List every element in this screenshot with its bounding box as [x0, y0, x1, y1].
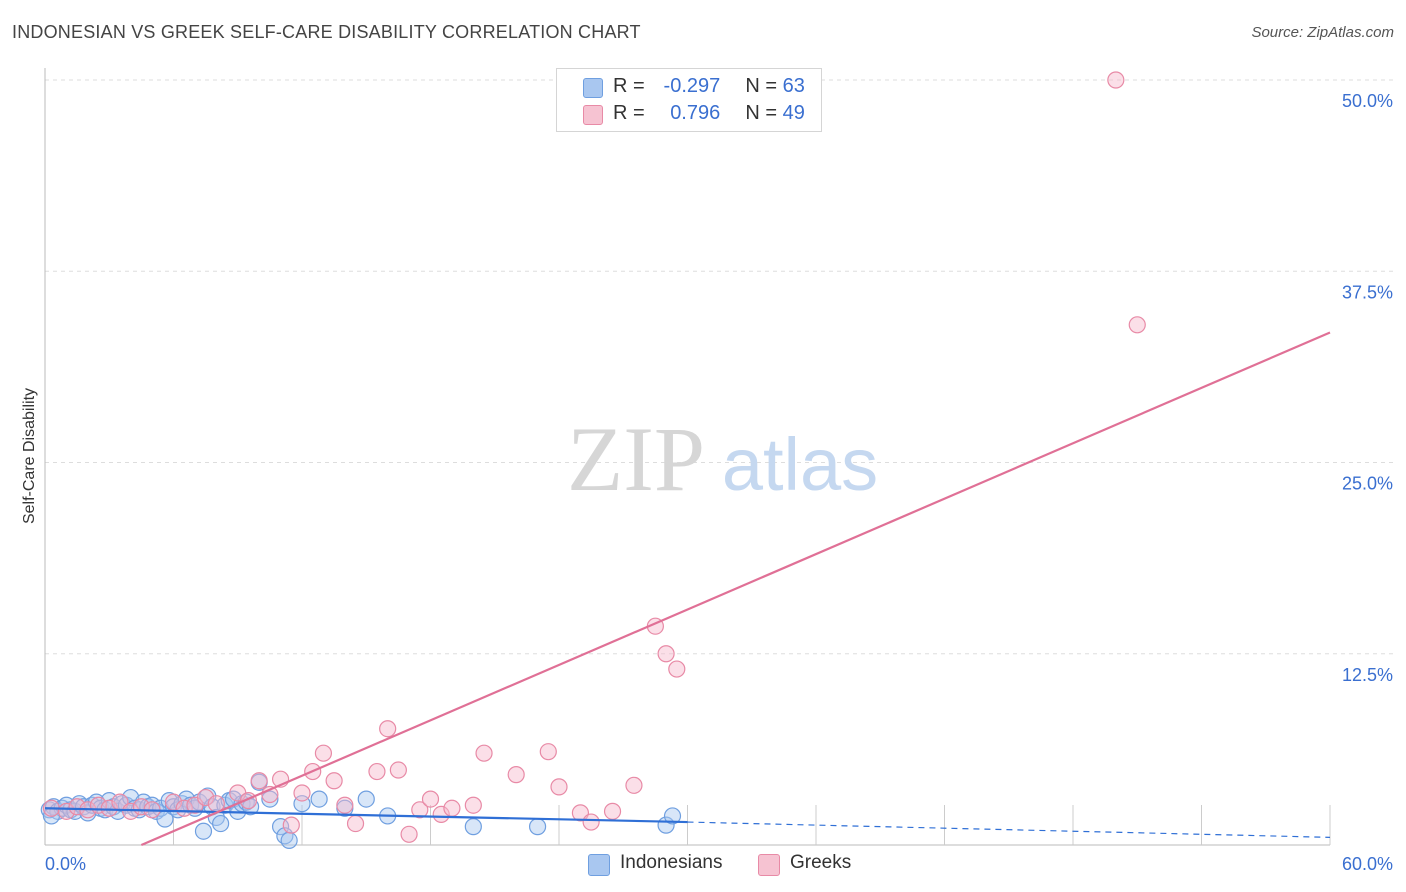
legend-swatch-pink — [583, 105, 603, 125]
greek-point — [400, 825, 418, 843]
greek-point — [625, 776, 643, 794]
grid-lines — [45, 79, 1395, 655]
greek-point — [368, 762, 386, 781]
greek-point — [1128, 316, 1146, 334]
greek-point — [293, 784, 311, 802]
greek-point — [432, 805, 450, 824]
greek-point — [411, 801, 429, 819]
indonesian-point — [464, 818, 482, 836]
greek-point — [282, 816, 300, 834]
legend-swatch-blue — [583, 78, 603, 98]
greek-point — [250, 772, 268, 790]
greek-point — [443, 799, 461, 817]
watermark-atlas: atlas — [722, 423, 878, 506]
greek-point — [57, 802, 76, 820]
greek-point — [657, 645, 675, 663]
x-tick-label: 60.0% — [1342, 854, 1393, 874]
legend-label: Greeks — [790, 852, 852, 873]
greek-point — [603, 802, 622, 820]
correlation-legend: R = -0.297 N = 63 R = 0.796 N = 49 — [556, 68, 822, 132]
greeks-trend-line — [140, 331, 1331, 847]
greek-point — [314, 744, 333, 762]
greek-point — [197, 788, 215, 807]
greek-point — [464, 796, 482, 814]
trend-lines — [44, 331, 1331, 847]
greek-point — [550, 778, 568, 796]
greek-point — [336, 796, 354, 814]
indonesian-point — [194, 822, 213, 840]
indonesian-point — [261, 790, 279, 808]
greek-point — [325, 772, 343, 790]
greek-point — [582, 813, 600, 831]
greek-point — [507, 766, 525, 784]
chart-title: INDONESIAN VS GREEK SELF-CARE DISABILITY… — [12, 22, 641, 42]
y-tick-label: 37.5% — [1342, 282, 1393, 302]
watermark-zip: ZIP — [567, 408, 705, 510]
indonesian-point — [357, 790, 375, 808]
legend-text: R = 0.796 N = 49 — [613, 102, 805, 124]
legend-swatch-pink — [758, 854, 780, 876]
indonesian-point — [663, 807, 682, 825]
indonesian-point — [280, 831, 298, 850]
axes — [44, 68, 1331, 846]
indonesian-point — [271, 818, 290, 836]
indonesians-trend-line — [44, 807, 688, 824]
indonesian-point — [528, 818, 547, 836]
legend-label: Indonesians — [620, 852, 723, 873]
legend-text: R = -0.297 N = 63 — [613, 75, 805, 97]
indonesians-trend-extension — [687, 821, 1331, 838]
greek-point — [421, 790, 440, 808]
y-tick-label: 12.5% — [1342, 665, 1393, 685]
greek-point — [1107, 71, 1125, 89]
y-tick-label: 25.0% — [1342, 474, 1393, 494]
greek-point — [668, 660, 686, 678]
greek-point — [475, 744, 493, 762]
greek-point — [68, 798, 86, 816]
legend-swatch-blue — [588, 854, 610, 876]
y-tick-label: 50.0% — [1342, 91, 1393, 111]
tick-labels: 12.5% 25.0% 37.5% 50.0% 0.0% 60.0% — [45, 91, 1393, 874]
greek-point — [346, 814, 365, 833]
indonesian-point — [310, 790, 328, 808]
greek-point — [379, 720, 397, 738]
indonesian-point — [212, 814, 230, 833]
source-label: Source: ZipAtlas.com — [1251, 24, 1394, 41]
watermark: ZIP atlas — [567, 408, 878, 510]
greek-point — [389, 761, 407, 779]
greek-point — [539, 743, 557, 761]
greek-point — [100, 799, 118, 817]
x-tick-label: 0.0% — [45, 854, 86, 874]
